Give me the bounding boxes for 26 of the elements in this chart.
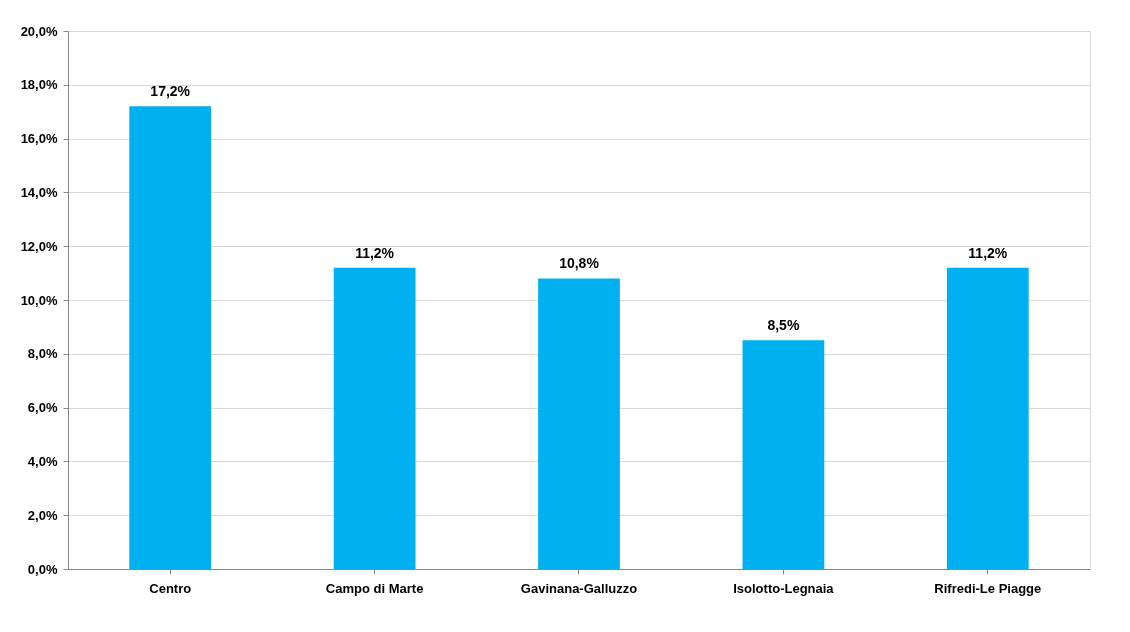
y-tick-label: 16,0% — [20, 131, 58, 147]
x-tick-label: Isolotto-Legnaia — [733, 580, 835, 596]
y-tick-label: 8,0% — [27, 346, 58, 362]
bar — [946, 267, 1029, 569]
x-tick-label: Rifredi-Le Piagge — [934, 580, 1042, 596]
data-label: 11,2% — [968, 244, 1008, 261]
bar — [333, 267, 416, 569]
y-tick-label: 14,0% — [20, 184, 58, 200]
x-tick-label: Centro — [149, 580, 192, 596]
bar — [538, 278, 620, 569]
y-tick-label: 6,0% — [27, 400, 58, 416]
bar — [129, 106, 212, 569]
data-label: 11,2% — [355, 244, 395, 261]
bar — [742, 340, 825, 569]
data-label: 10,8% — [559, 255, 600, 272]
y-tick-label: 0,0% — [27, 561, 58, 577]
data-label: 17,2% — [150, 83, 191, 100]
y-tick-label: 18,0% — [20, 77, 58, 93]
x-tick-label: Gavinana-Galluzzo — [520, 580, 638, 596]
y-tick-label: 12,0% — [20, 238, 58, 254]
x-tick-label: Campo di Marte — [325, 580, 424, 596]
data-label: 8,5% — [767, 317, 800, 334]
y-tick-label: 10,0% — [20, 292, 58, 308]
y-tick-label: 20,0% — [20, 23, 58, 39]
y-tick-label: 4,0% — [27, 453, 58, 469]
y-tick-label: 2,0% — [27, 507, 58, 523]
